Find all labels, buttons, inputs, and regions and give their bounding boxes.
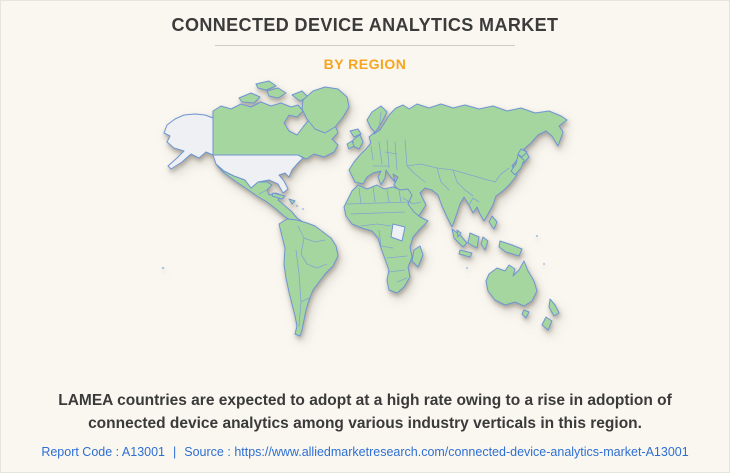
region-alaska (163, 113, 214, 170)
region-africa (343, 184, 429, 294)
land-nodata-group (163, 113, 406, 242)
footer-separator: | (173, 444, 177, 459)
world-map (161, 80, 568, 337)
land-green-group (212, 80, 568, 337)
region-australia (485, 260, 538, 307)
source-prefix: Source : (184, 444, 231, 459)
region-sulawesi (480, 236, 489, 251)
region-japan (510, 154, 525, 176)
region-arctic-island (238, 92, 261, 104)
small-islands (161, 204, 545, 270)
region-java (458, 249, 473, 258)
region-new-zealand-north (548, 298, 560, 317)
region-hokkaido (517, 148, 528, 158)
region-greenland (301, 86, 350, 134)
region-new-zealand-south (541, 316, 553, 331)
footer: Report Code : A13001 | Source : https://ww… (1, 445, 729, 459)
region-usa (212, 154, 304, 194)
region-sri-lanka (456, 229, 462, 238)
region-iceland (349, 128, 362, 138)
map-container (1, 78, 729, 370)
header: CONNECTED DEVICE ANALYTICS MARKET BY REG… (1, 1, 729, 72)
source-url-link[interactable]: https://www.alliedmarketresearch.com/con… (234, 444, 689, 459)
region-arctic-island (266, 87, 287, 99)
region-ireland (346, 140, 355, 150)
region-cuba (271, 192, 286, 200)
region-south-america (278, 218, 339, 337)
country-borders (258, 111, 510, 327)
region-tasmania (521, 309, 530, 319)
region-africa-nodata (390, 223, 406, 242)
title-divider (215, 45, 515, 46)
region-canada (212, 101, 339, 160)
insight-text: LAMEA countries are expected to adopt at… (58, 392, 672, 432)
region-madagascar (411, 245, 424, 268)
region-philippines (488, 215, 498, 230)
page-title: CONNECTED DEVICE ANALYTICS MARKET (171, 15, 559, 35)
region-arctic-island (255, 80, 277, 91)
page-subtitle: BY REGION (323, 56, 407, 72)
region-hispaniola (288, 198, 296, 205)
region-new-guinea (498, 240, 523, 257)
region-borneo (467, 232, 480, 249)
report-code: Report Code : A13001 (41, 444, 166, 459)
